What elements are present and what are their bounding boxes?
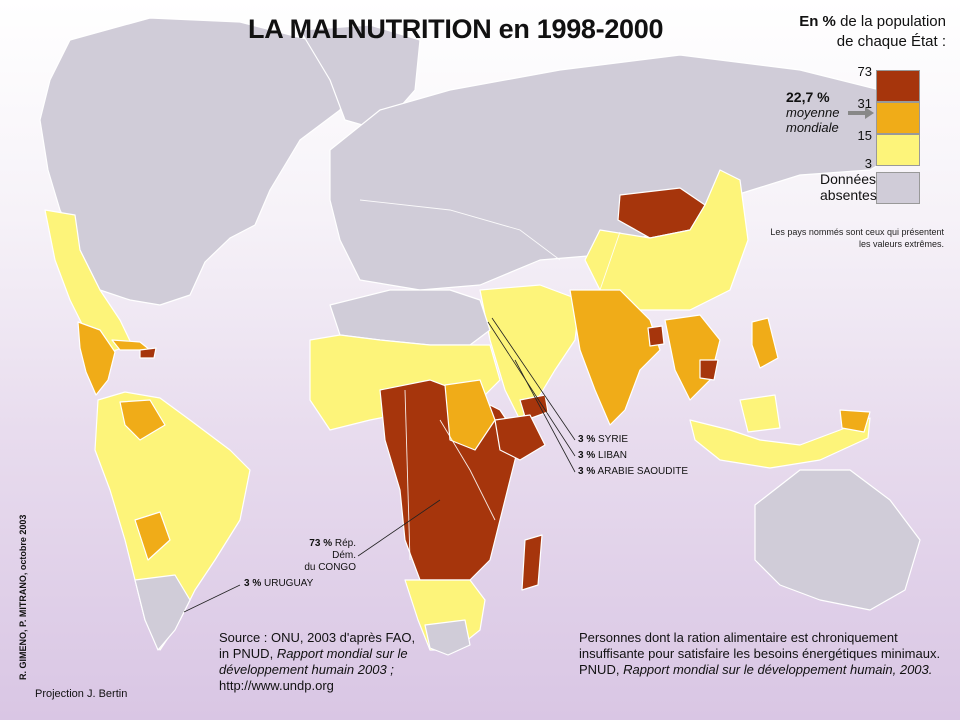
legend-swatch-mid <box>876 102 920 134</box>
png-region <box>839 409 871 433</box>
author-credit: R. GIMENO, P. MITRANO, octobre 2003 <box>18 514 28 680</box>
central-america-region <box>77 321 116 396</box>
legend-tick-73: 73 <box>857 64 872 79</box>
north-america-region <box>39 17 356 306</box>
arabie-leader-line <box>514 359 576 473</box>
cambodia-region <box>699 359 719 381</box>
bolivia-region <box>134 511 171 561</box>
map-title: LA MALNUTRITION en 1998-2000 <box>248 14 664 44</box>
india-region <box>569 289 661 426</box>
venezuela-region <box>119 399 166 441</box>
haiti-region <box>139 347 157 359</box>
legend-swatch-low <box>876 134 920 166</box>
indonesia-region <box>689 417 871 469</box>
callout-uruguay: 3 % URUGUAY <box>244 578 314 589</box>
middle-east-region <box>479 284 581 421</box>
europe-russia-region <box>329 54 921 291</box>
philippines-region <box>751 317 779 369</box>
legend-absent-label: Données absentes <box>820 171 877 203</box>
legend-swatch-high <box>876 70 920 102</box>
sahel-west-africa-region <box>309 334 501 431</box>
callout-congo: 73 % Rép. Dém. du CONGO <box>304 538 356 573</box>
borneo-region <box>739 394 781 433</box>
legend-swatch-absent <box>876 172 920 204</box>
projection-label: Projection J. Bertin <box>35 688 128 700</box>
south-africa-region <box>424 619 471 656</box>
callout-arabie-saoudite: 3 % ARABIE SAOUDITE <box>578 466 689 477</box>
syrie-leader-line <box>491 317 576 441</box>
south-america-region <box>94 391 251 651</box>
indochina-region <box>664 314 721 401</box>
legend-tick-15: 15 <box>857 128 872 143</box>
bangladesh-region <box>647 325 665 347</box>
world-mean-label: 22,7 % moyenne mondiale <box>786 89 840 136</box>
southern-cone-region <box>134 574 191 651</box>
liban-leader-line <box>487 321 576 457</box>
legend-heading: En % de la population de chaque État : <box>799 13 946 50</box>
ethiopia-region <box>494 414 546 461</box>
source-text: Source : ONU, 2003 d'après FAO, in PNUD,… <box>219 630 416 693</box>
callout-syrie: 3 % SYRIE <box>578 434 629 445</box>
legend-note: Les pays nommés sont ceux qui présentent… <box>770 227 944 249</box>
congo-leader-line <box>357 499 441 557</box>
sudan-region <box>444 379 496 451</box>
callout-liban: 3 % LIBAN <box>578 450 627 461</box>
uruguay-leader-line <box>183 584 241 613</box>
australia-region <box>754 469 921 611</box>
mean-arrow-icon <box>848 107 874 119</box>
madagascar-region <box>521 534 543 591</box>
definition-text: Personnes dont la ration alimentaire est… <box>579 630 941 677</box>
legend-tick-3: 3 <box>864 156 872 171</box>
